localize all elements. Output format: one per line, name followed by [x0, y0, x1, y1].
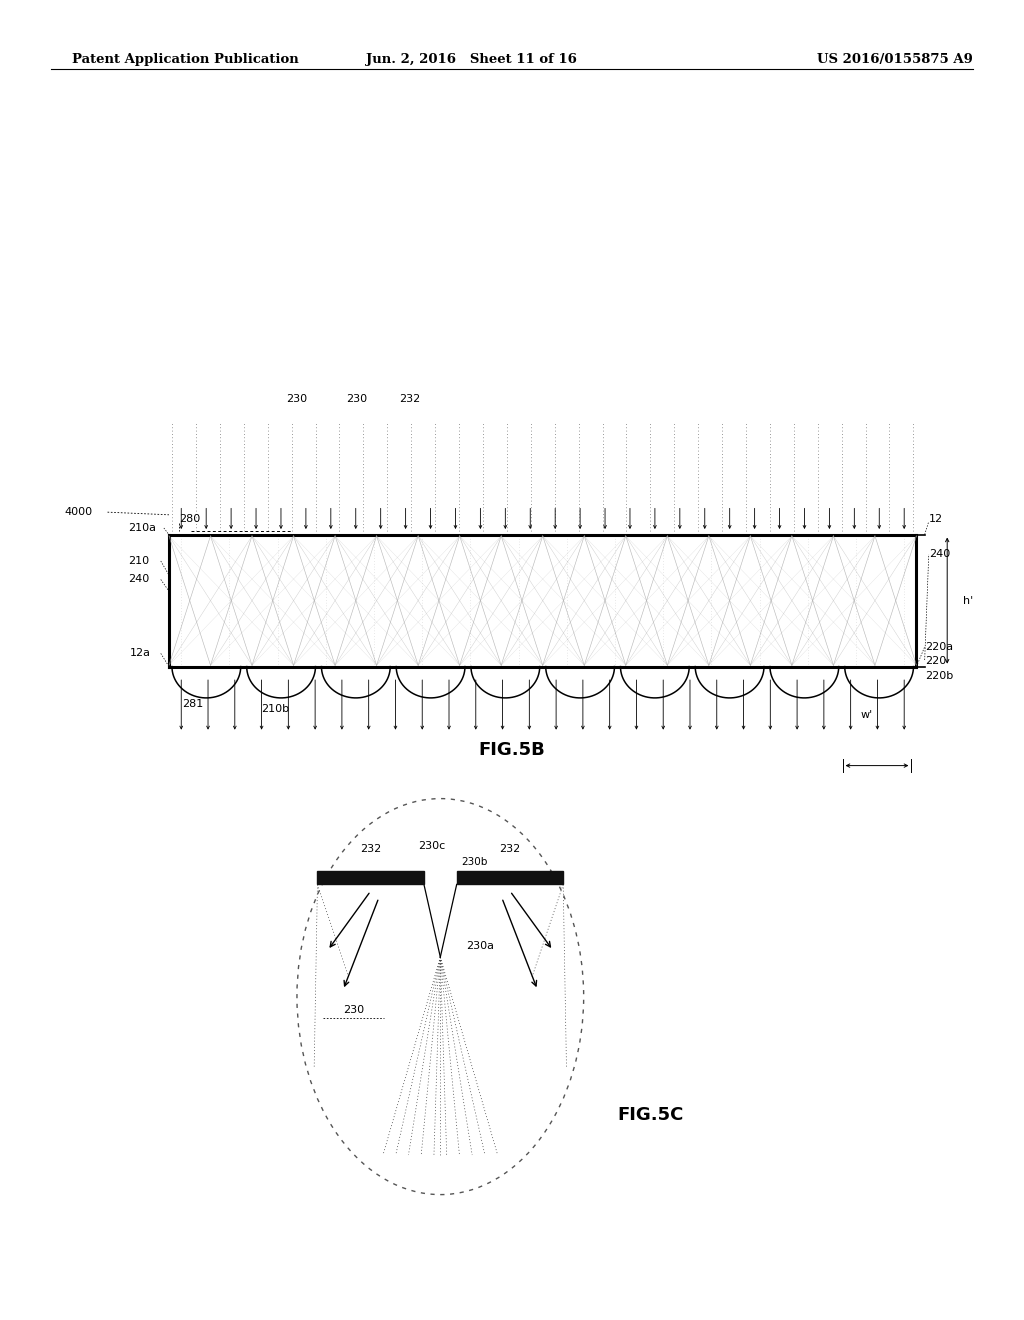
Text: 230: 230	[287, 393, 307, 404]
Text: 210: 210	[128, 556, 150, 566]
Text: 230c: 230c	[419, 841, 445, 851]
Text: Jun. 2, 2016   Sheet 11 of 16: Jun. 2, 2016 Sheet 11 of 16	[366, 53, 577, 66]
Text: 230a: 230a	[466, 941, 494, 952]
Text: 220b: 220b	[925, 671, 953, 681]
Text: w': w'	[860, 710, 872, 721]
Bar	[457, 871, 563, 884]
Text: Patent Application Publication: Patent Application Publication	[72, 53, 298, 66]
Text: 220: 220	[925, 656, 946, 667]
Text: US 2016/0155875 A9: US 2016/0155875 A9	[817, 53, 973, 66]
Text: 230: 230	[343, 1005, 364, 1015]
Text: 12: 12	[929, 513, 943, 524]
Text: 210a: 210a	[128, 523, 156, 533]
Text: 280: 280	[179, 513, 201, 524]
Text: 232: 232	[500, 843, 520, 854]
Text: 230: 230	[346, 393, 367, 404]
Text: h': h'	[963, 595, 973, 606]
Text: 281: 281	[182, 698, 204, 709]
Text: 230b: 230b	[461, 857, 487, 867]
Text: 12a: 12a	[130, 648, 152, 659]
Bar	[317, 871, 424, 884]
Text: 240: 240	[929, 549, 950, 560]
Text: 240: 240	[128, 574, 150, 585]
Text: 232: 232	[399, 393, 420, 404]
Text: 232: 232	[360, 843, 381, 854]
Text: FIG.5B: FIG.5B	[478, 741, 546, 759]
Text: 220a: 220a	[925, 642, 952, 652]
Text: FIG.5C: FIG.5C	[617, 1106, 683, 1125]
Text: 210b: 210b	[261, 704, 289, 714]
Text: 4000: 4000	[65, 507, 92, 517]
